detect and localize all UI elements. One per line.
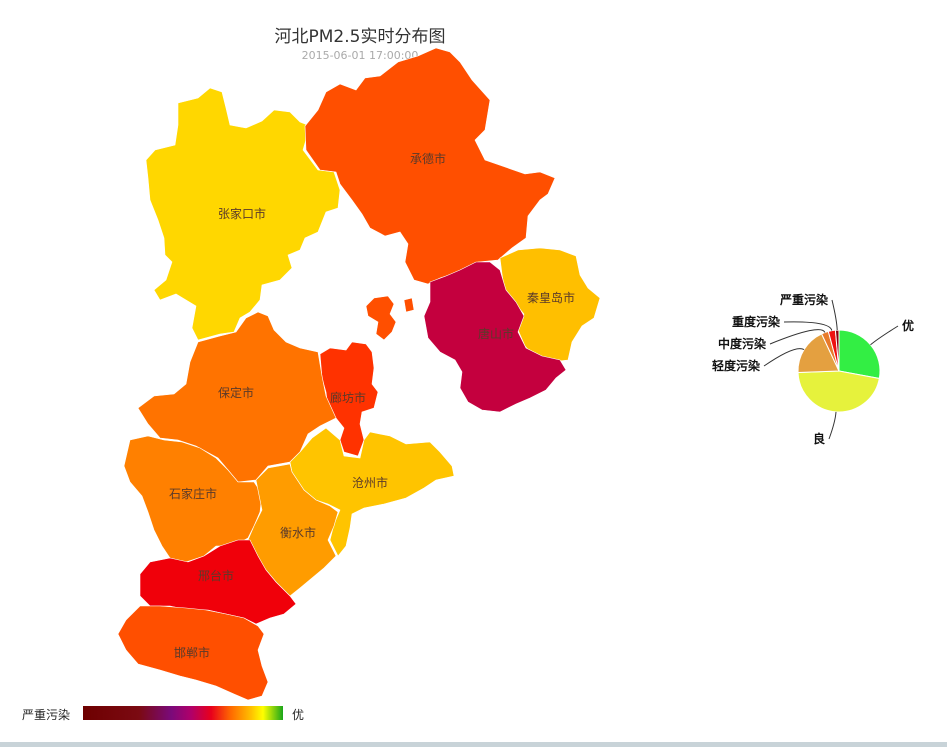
map-region-11[interactable] xyxy=(117,605,269,701)
pie-slice-3[interactable] xyxy=(797,333,840,374)
legend-min-label: 严重污染 xyxy=(22,708,71,722)
map-region-label: 廊坊市 xyxy=(330,390,366,405)
pie-slice-label: 严重污染 xyxy=(779,292,829,307)
pie-label-line xyxy=(783,321,833,331)
map-region-label: 衡水市 xyxy=(280,525,316,540)
chart-title: 河北PM2.5实时分布图 xyxy=(274,27,446,47)
chart-subtitle: 2015-06-01 17:00:00 xyxy=(301,49,419,62)
map-region-label: 邯郸市 xyxy=(174,645,210,660)
quality-pie-chart: 优良 轻度污染 中度污染 重度污染 严重污染 xyxy=(712,292,914,446)
map-region-8[interactable] xyxy=(123,435,263,563)
map-region-label: 承德市 xyxy=(410,151,446,166)
map-region-exclave-2[interactable] xyxy=(403,297,415,313)
legend-gradient-bar[interactable] xyxy=(83,706,283,720)
map-region-label: 沧州市 xyxy=(352,475,388,490)
map-region-label: 张家口市 xyxy=(218,206,266,221)
pie-label-line xyxy=(763,348,805,367)
map-region-2[interactable] xyxy=(304,47,556,285)
map-region-label: 石家庄市 xyxy=(169,486,217,501)
pie-label-line xyxy=(831,299,838,331)
pie-label-line xyxy=(769,329,826,345)
pie-slice-label: 良 xyxy=(813,431,825,446)
map-region-7[interactable] xyxy=(289,427,455,557)
map-region-1[interactable] xyxy=(145,87,341,341)
pie-slice-label: 重度污染 xyxy=(732,314,781,329)
pie-slice-2[interactable] xyxy=(797,370,880,413)
map-region-label: 秦皇岛市 xyxy=(527,290,575,305)
pie-slice-label: 轻度污染 xyxy=(712,358,761,373)
map-region-exclave-1[interactable] xyxy=(365,295,397,341)
pie-slice-label: 优 xyxy=(902,318,914,333)
bottom-divider xyxy=(0,742,947,747)
pie-slice-6[interactable] xyxy=(834,329,840,372)
map-region-label: 邢台市 xyxy=(198,568,234,583)
map-region-label: 保定市 xyxy=(218,385,254,400)
legend-max-label: 优 xyxy=(292,708,305,722)
pie-slice-label: 中度污染 xyxy=(718,336,767,351)
map-region-4[interactable] xyxy=(423,261,567,413)
map-region-label: 唐山市 xyxy=(478,326,514,341)
pie-slice-1[interactable] xyxy=(838,329,881,380)
pie-label-line xyxy=(870,325,899,346)
pie-label-line xyxy=(828,411,837,440)
